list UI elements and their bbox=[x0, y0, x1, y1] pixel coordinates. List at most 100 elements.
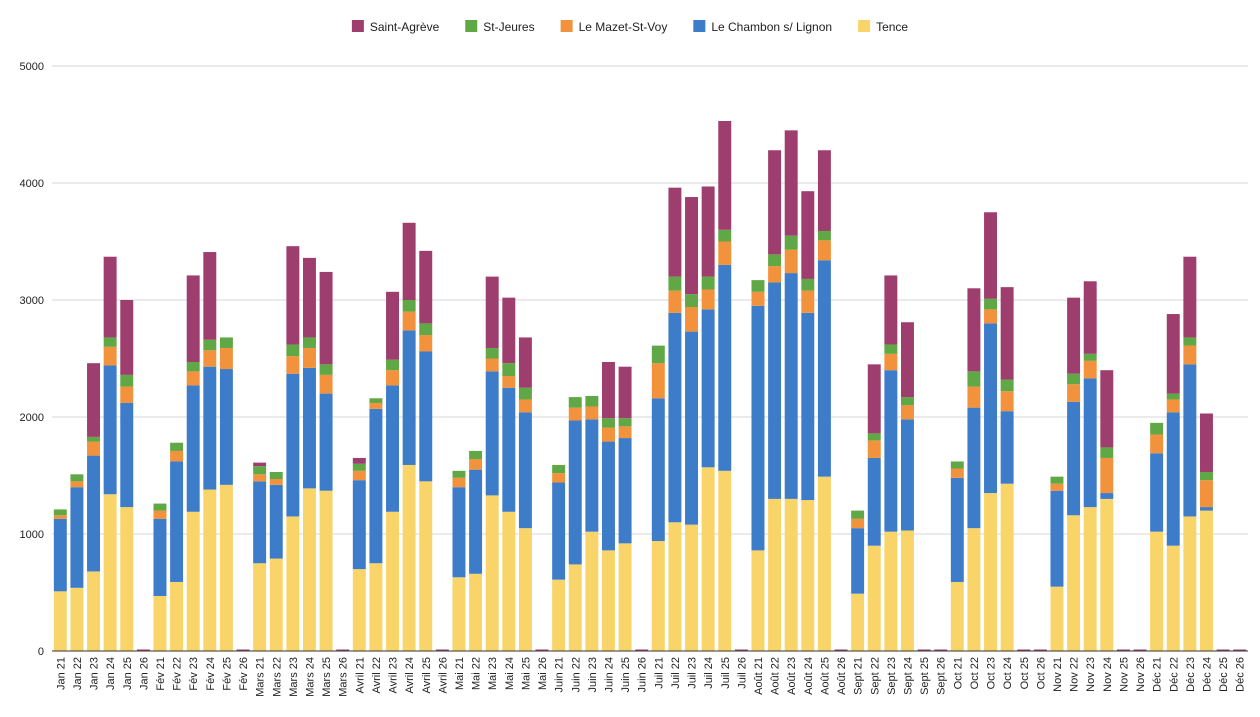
bar-segment bbox=[452, 470, 466, 478]
bar-segment bbox=[784, 273, 798, 499]
bar-segment bbox=[120, 386, 134, 403]
bar-segment bbox=[203, 339, 217, 351]
bar-segment bbox=[618, 543, 632, 651]
bar-segment bbox=[70, 474, 84, 482]
bar-segment-empty bbox=[1233, 649, 1247, 651]
bar-segment bbox=[701, 467, 715, 651]
bar-segment bbox=[817, 260, 831, 477]
bar-segment bbox=[751, 305, 765, 551]
bar-segment bbox=[518, 387, 532, 400]
bar-segment-empty bbox=[535, 649, 549, 651]
bar-segment bbox=[1100, 447, 1114, 458]
bar-segment bbox=[651, 541, 665, 651]
x-tick-label: Nov 24 bbox=[1102, 657, 1114, 692]
bar-segment bbox=[801, 500, 815, 651]
bar-segment bbox=[851, 528, 865, 594]
legend-item: St-Jeures bbox=[465, 20, 535, 34]
x-tick-label: Mars 25 bbox=[321, 657, 333, 697]
y-tick-label: 5000 bbox=[20, 61, 44, 73]
bar-segment bbox=[120, 402, 134, 508]
x-tick-label: Juil 26 bbox=[736, 657, 748, 689]
bar-segment bbox=[103, 337, 117, 347]
x-tick-label: Jan 23 bbox=[89, 657, 101, 690]
bar-segment bbox=[817, 240, 831, 261]
x-tick-label: Oct 23 bbox=[986, 657, 998, 689]
bar-segment bbox=[485, 495, 499, 651]
bar-segment bbox=[369, 408, 383, 564]
bar-segment-empty bbox=[1017, 649, 1031, 651]
bar-segment bbox=[402, 300, 416, 312]
bar-segment bbox=[601, 427, 615, 442]
bar-segment bbox=[1100, 370, 1114, 448]
bar-segment bbox=[87, 363, 101, 437]
x-tick-label: Fév 25 bbox=[221, 657, 233, 691]
bar-segment bbox=[1199, 510, 1213, 651]
bar-segment bbox=[1166, 314, 1180, 394]
bar-segment bbox=[568, 564, 582, 651]
bar-segment bbox=[219, 347, 233, 370]
bar-segment bbox=[518, 337, 532, 388]
bar-segment bbox=[1067, 297, 1081, 374]
bar-segment bbox=[817, 230, 831, 241]
bar-segment bbox=[386, 511, 400, 651]
bar-segment bbox=[120, 374, 134, 387]
bar-segment bbox=[685, 197, 699, 295]
x-tick-label: Oct 26 bbox=[1035, 657, 1047, 689]
bar-segment bbox=[601, 550, 615, 651]
bar-segment bbox=[402, 222, 416, 300]
bar-segment bbox=[585, 395, 599, 407]
bar-segment bbox=[103, 365, 117, 495]
bar-segment bbox=[402, 464, 416, 651]
bar-segment bbox=[768, 150, 782, 255]
bar-segment bbox=[568, 407, 582, 421]
bar-segment bbox=[718, 120, 732, 230]
bar-segment bbox=[452, 487, 466, 578]
bar-segment bbox=[1067, 515, 1081, 651]
x-tick-label: Déc 24 bbox=[1201, 657, 1213, 692]
bar-segment bbox=[984, 493, 998, 651]
bar-segment bbox=[1083, 353, 1097, 361]
x-tick-label: Août 21 bbox=[753, 657, 765, 695]
x-tick-label: Avril 22 bbox=[371, 657, 383, 693]
bar-segment bbox=[386, 385, 400, 512]
bar-segment bbox=[618, 426, 632, 439]
x-tick-label: Mai 25 bbox=[520, 657, 532, 690]
bar-segment bbox=[369, 398, 383, 403]
bar-segment bbox=[302, 347, 316, 368]
legend-item: Le Chambon s/ Lignon bbox=[693, 20, 832, 34]
bar-segment bbox=[884, 531, 898, 651]
bar-segment bbox=[900, 322, 914, 398]
x-tick-label: Déc 25 bbox=[1218, 657, 1230, 692]
x-tick-label: Jan 25 bbox=[122, 657, 134, 690]
x-tick-label: Sept 21 bbox=[853, 657, 865, 695]
bar-segment bbox=[186, 385, 200, 512]
bar-segment bbox=[751, 550, 765, 651]
x-tick-label: Jan 24 bbox=[105, 657, 117, 690]
x-tick-label: Juin 23 bbox=[587, 657, 599, 692]
bar-segment bbox=[984, 298, 998, 310]
legend-swatch bbox=[465, 20, 478, 32]
bar-segment bbox=[219, 369, 233, 485]
bar-segment bbox=[768, 498, 782, 651]
x-tick-label: Avril 21 bbox=[354, 657, 366, 693]
bar-segment bbox=[817, 150, 831, 231]
bar-segment bbox=[585, 531, 599, 651]
bars bbox=[53, 120, 1247, 651]
bar-segment bbox=[302, 488, 316, 651]
bar-segment bbox=[1150, 453, 1164, 532]
bar-segment-empty bbox=[1133, 649, 1147, 651]
x-tick-label: Oct 25 bbox=[1019, 657, 1031, 689]
y-tick-label: 0 bbox=[38, 646, 44, 658]
bar-segment bbox=[651, 363, 665, 399]
bar-segment bbox=[1183, 516, 1197, 651]
bar-segment bbox=[768, 254, 782, 267]
bar-segment bbox=[502, 387, 516, 512]
x-tick-label: Sept 26 bbox=[936, 657, 948, 695]
bar-segment bbox=[1067, 373, 1081, 385]
legend-item: Le Mazet-St-Voy bbox=[560, 20, 667, 34]
bar-segment bbox=[286, 373, 300, 517]
bar-segment bbox=[352, 569, 366, 651]
x-tick-label: Juil 25 bbox=[720, 657, 732, 689]
bar-segment bbox=[718, 241, 732, 265]
bar-segment bbox=[87, 441, 101, 456]
